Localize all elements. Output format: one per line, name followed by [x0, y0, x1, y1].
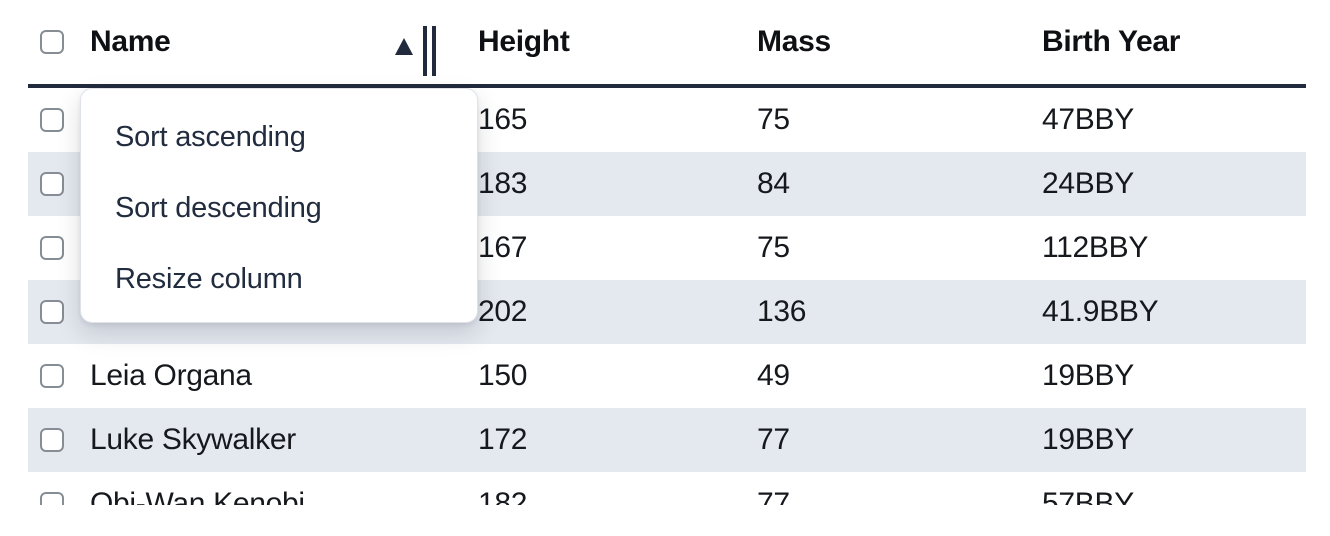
cell-birth-year: 57BBY: [1042, 487, 1134, 505]
column-header-mass[interactable]: Mass: [757, 0, 1042, 88]
row-checkbox[interactable]: [40, 492, 64, 505]
checkbox-cell: [28, 408, 90, 472]
table-row: Luke Skywalker 172 77 19BBY: [28, 408, 1306, 472]
column-label: Name: [90, 25, 171, 58]
column-header-height[interactable]: Height: [478, 0, 757, 88]
menu-item-resize-column[interactable]: Resize column: [115, 263, 303, 295]
row-checkbox[interactable]: [40, 428, 64, 452]
cell-height: 172: [478, 423, 528, 456]
checkbox-cell: [28, 88, 90, 152]
cell-name: Luke Skywalker: [90, 423, 296, 456]
checkbox-cell: [28, 472, 90, 505]
cell-birth-year: 19BBY: [1042, 359, 1134, 392]
cell-height: 183: [478, 167, 528, 200]
table-row: Leia Organa 150 49 19BBY: [28, 344, 1306, 408]
checkbox-cell: [28, 152, 90, 216]
cell-mass: 49: [757, 359, 790, 392]
header-row: Name Height Mass Birth Year: [28, 0, 1306, 88]
row-checkbox[interactable]: [40, 364, 64, 388]
row-checkbox[interactable]: [40, 108, 64, 132]
cell-birth-year: 19BBY: [1042, 423, 1134, 456]
cell-birth-year: 24BBY: [1042, 167, 1134, 200]
column-header-name[interactable]: Name: [90, 0, 478, 88]
row-checkbox[interactable]: [40, 236, 64, 260]
column-label: Mass: [757, 25, 831, 58]
row-checkbox[interactable]: [40, 300, 64, 324]
table-scroll-area: Name Height Mass Birth Year: [28, 0, 1306, 505]
select-all-checkbox[interactable]: [40, 30, 64, 54]
cell-mass: 136: [757, 295, 807, 328]
characters-table: Name Height Mass Birth Year: [28, 0, 1306, 505]
column-header-birth-year[interactable]: Birth Year: [1042, 0, 1306, 88]
column-label: Birth Year: [1042, 25, 1181, 58]
cell-height: 150: [478, 359, 528, 392]
column-resize-handle[interactable]: [421, 26, 437, 76]
sort-ascending-icon: [395, 38, 413, 55]
checkbox-cell: [28, 280, 90, 344]
checkbox-cell: [28, 216, 90, 280]
column-context-menu: Sort ascending Sort descending Resize co…: [80, 88, 478, 323]
cell-mass: 75: [757, 103, 790, 136]
cell-height: 202: [478, 295, 528, 328]
table-row: 165 75 47BBY: [28, 88, 1306, 152]
table-row: Obi-Wan Kenobi 182 77 57BBY: [28, 472, 1306, 505]
column-label: Height: [478, 25, 570, 58]
select-all-cell: [28, 0, 90, 88]
table-row: 167 75 112BBY: [28, 216, 1306, 280]
grip-bar-icon: [423, 26, 427, 76]
cell-name: Obi-Wan Kenobi: [90, 487, 305, 505]
grip-bar-icon: [432, 26, 436, 76]
cell-mass: 77: [757, 487, 790, 505]
menu-item-sort-ascending[interactable]: Sort ascending: [115, 121, 306, 153]
menu-item-sort-descending[interactable]: Sort descending: [115, 192, 322, 224]
cell-birth-year: 112BBY: [1042, 231, 1149, 264]
checkbox-cell: [28, 344, 90, 408]
cell-mass: 75: [757, 231, 790, 264]
cell-height: 182: [478, 487, 528, 505]
cell-mass: 84: [757, 167, 790, 200]
cell-height: 167: [478, 231, 528, 264]
cell-birth-year: 47BBY: [1042, 103, 1134, 136]
cell-name: Leia Organa: [90, 359, 252, 392]
cell-birth-year: 41.9BBY: [1042, 295, 1159, 328]
row-checkbox[interactable]: [40, 172, 64, 196]
cell-mass: 77: [757, 423, 790, 456]
cell-height: 165: [478, 103, 528, 136]
